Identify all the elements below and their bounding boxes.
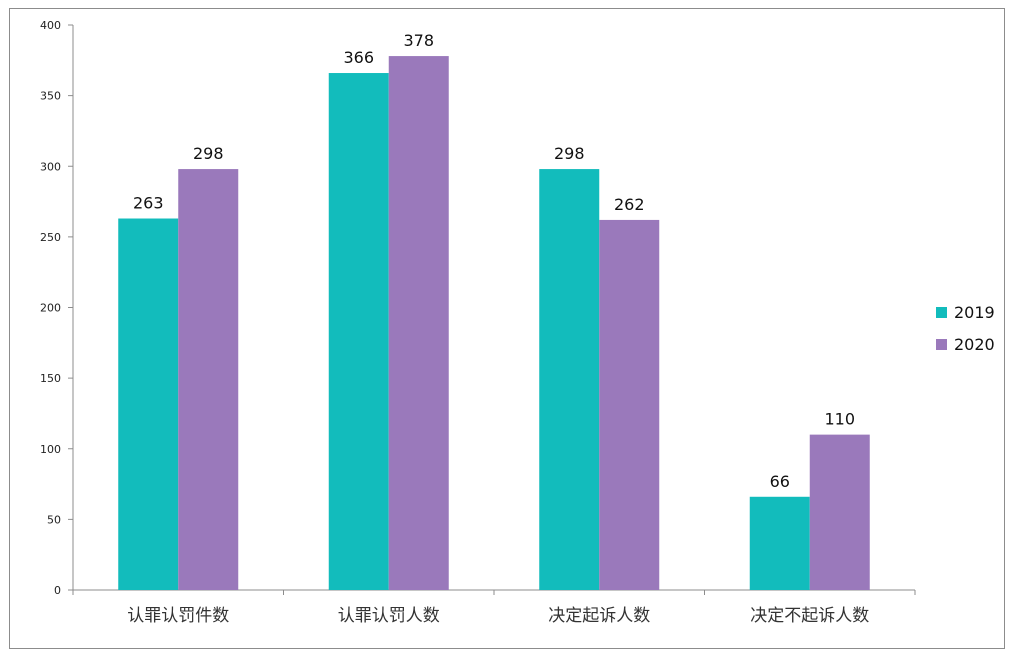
bar-2019 (118, 218, 179, 590)
axes: 0 50 100 150 200 250 300 350 400 认罪认罚件数 认罪认罚人数 决定起诉… (40, 19, 916, 626)
bar-2019 (749, 496, 810, 590)
y-tick-label: 400 (40, 19, 61, 32)
y-tick-label: 300 (40, 160, 61, 173)
bar-2020 (388, 56, 449, 590)
x-category-label: 认罪认罚件数 (127, 606, 229, 626)
data-labels: 263 298 366 378 298 262 66 110 (133, 31, 855, 491)
bars (118, 56, 870, 591)
legend-swatch-2019 (936, 307, 947, 318)
bar-2020 (809, 434, 870, 590)
y-tick-label: 150 (40, 372, 61, 385)
y-tick-label: 50 (47, 513, 61, 526)
data-label-2020: 262 (614, 195, 645, 214)
y-tick-label: 200 (40, 302, 61, 315)
y-tick-label: 100 (40, 443, 61, 456)
legend-label-2019: 2019 (954, 303, 995, 322)
data-label-2020: 298 (193, 144, 224, 163)
x-category-label: 决定起诉人数 (548, 606, 650, 626)
data-label-2020: 110 (824, 410, 855, 429)
bar-2020 (599, 219, 660, 591)
data-label-2020: 378 (403, 31, 434, 50)
y-tick-label: 350 (40, 90, 61, 103)
legend: 2019 2020 (936, 303, 995, 354)
chart-frame: 0 50 100 150 200 250 300 350 400 认罪认罚件数 认罪认罚人数 决定起诉… (9, 8, 1005, 649)
data-label-2019: 66 (770, 472, 790, 491)
y-tick-label: 0 (54, 584, 61, 597)
data-label-2019: 366 (343, 48, 374, 67)
bar-chart: 0 50 100 150 200 250 300 350 400 认罪认罚件数 认罪认罚人数 决定起诉… (40, 19, 995, 626)
y-tick-label: 250 (40, 231, 61, 244)
data-label-2019: 298 (554, 144, 585, 163)
x-category-label: 认罪认罚人数 (338, 606, 440, 626)
legend-swatch-2020 (936, 339, 947, 350)
bar-2019 (539, 169, 600, 590)
legend-label-2020: 2020 (954, 335, 995, 354)
x-category-label: 决定不起诉人数 (750, 606, 869, 626)
bar-2019 (328, 73, 389, 590)
bar-2020 (178, 169, 239, 590)
data-label-2019: 263 (133, 194, 164, 213)
